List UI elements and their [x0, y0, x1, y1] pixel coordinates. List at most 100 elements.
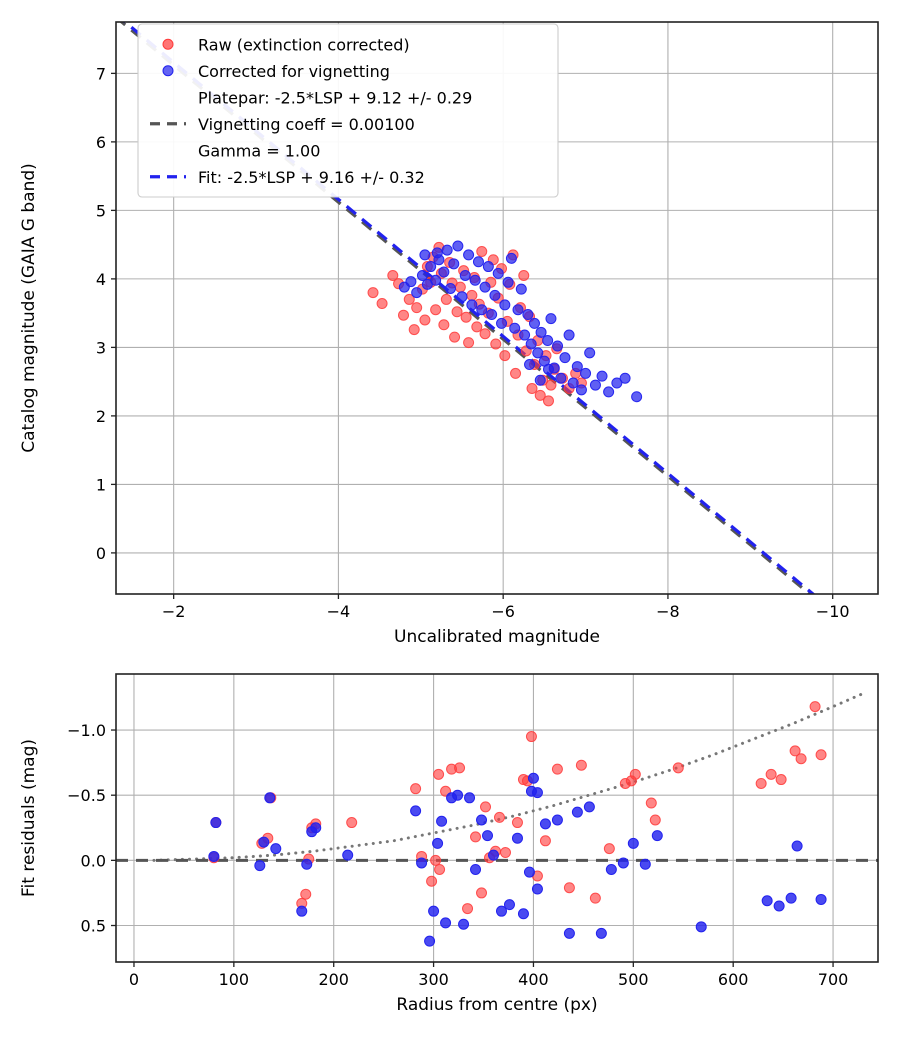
- data-point: [486, 309, 498, 321]
- legend-label: Vignetting coeff = 0.00100: [198, 115, 415, 134]
- data-point: [595, 927, 607, 939]
- data-point: [809, 701, 821, 713]
- data-point: [583, 801, 595, 813]
- data-point: [539, 835, 551, 847]
- data-point: [511, 832, 523, 844]
- data-point: [563, 329, 575, 341]
- data-point: [438, 266, 450, 278]
- data-point: [470, 863, 482, 875]
- data-point: [505, 252, 517, 264]
- data-point: [629, 768, 641, 780]
- data-point: [471, 321, 483, 333]
- data-point: [589, 892, 601, 904]
- data-point: [545, 379, 557, 391]
- y-tick-label: 0.5: [81, 917, 106, 936]
- axes-frame: [115, 673, 879, 963]
- data-point: [411, 302, 423, 314]
- data-point: [584, 347, 596, 359]
- data-point: [524, 359, 536, 371]
- data-point: [526, 382, 538, 394]
- legend-label: Fit: -2.5*LSP + 9.16 +/- 0.32: [198, 168, 425, 187]
- series-Corrected for vignetting: [398, 240, 643, 403]
- data-point: [575, 384, 587, 396]
- data-point: [517, 908, 529, 920]
- data-point: [672, 762, 684, 774]
- data-point: [527, 772, 539, 784]
- data-point: [428, 905, 440, 917]
- data-point: [444, 282, 456, 294]
- y-tick-label: 7: [96, 64, 106, 83]
- data-point: [430, 274, 442, 286]
- data-point: [503, 899, 515, 911]
- data-point: [631, 391, 643, 403]
- data-point: [451, 306, 463, 318]
- data-point: [258, 836, 270, 848]
- data-point: [433, 768, 445, 780]
- data-point: [571, 361, 583, 373]
- data-point: [482, 261, 494, 273]
- data-point: [405, 276, 417, 288]
- data-point: [208, 850, 220, 862]
- x-tick-label: 100: [219, 970, 250, 989]
- y-tick-label: 3: [96, 338, 106, 357]
- data-point: [456, 291, 468, 303]
- x-tick-label: −8: [656, 602, 680, 621]
- data-point: [755, 777, 767, 789]
- legend: Raw (extinction corrected) Corrected for …: [137, 23, 559, 198]
- data-point: [627, 837, 639, 849]
- data-point: [458, 918, 470, 930]
- series-Raw (extinction corrected): [367, 241, 587, 407]
- data-point: [499, 847, 511, 859]
- data-point: [459, 269, 471, 281]
- legend-marker: [162, 38, 174, 50]
- data-point: [542, 395, 554, 407]
- data-point: [387, 269, 399, 281]
- data-point: [403, 293, 415, 305]
- data-point: [815, 749, 827, 761]
- y-tick-label: 2: [96, 407, 106, 426]
- data-point: [463, 337, 475, 349]
- data-point: [785, 892, 797, 904]
- data-layer: [116, 692, 878, 947]
- data-point: [617, 857, 629, 869]
- data-point: [493, 811, 505, 823]
- data-point: [430, 304, 442, 316]
- x-tick-label: 0: [129, 970, 139, 989]
- data-point: [522, 309, 534, 321]
- data-point: [463, 249, 475, 261]
- legend-label: Raw (extinction corrected): [198, 35, 410, 54]
- legend-label: Platepar: -2.5*LSP + 9.12 +/- 0.29: [198, 88, 472, 107]
- data-point: [440, 293, 452, 305]
- data-point: [611, 377, 623, 389]
- data-point: [815, 893, 827, 905]
- data-point: [525, 785, 537, 797]
- x-tick-label: 700: [818, 970, 849, 989]
- y-tick-label: 5: [96, 201, 106, 220]
- data-point: [525, 338, 537, 350]
- x-tick-label: −6: [491, 602, 515, 621]
- y-tick-label: 0: [96, 544, 106, 563]
- data-point: [542, 335, 554, 347]
- y-tick-label: 4: [96, 270, 106, 289]
- x-tick-label: −10: [816, 602, 850, 621]
- series-Corrected for vignetting: [208, 772, 827, 947]
- data-point: [310, 822, 322, 834]
- x-axis-label: Radius from centre (px): [396, 995, 597, 1015]
- data-point: [448, 258, 460, 270]
- x-tick-label: 300: [418, 970, 449, 989]
- data-point: [532, 347, 544, 359]
- legend-box: [137, 23, 559, 198]
- data-point: [511, 817, 523, 829]
- legend-marker: [162, 65, 174, 77]
- data-point: [419, 314, 431, 326]
- data-point: [476, 814, 488, 826]
- data-point: [534, 389, 546, 401]
- data-point: [270, 843, 282, 855]
- data-point: [761, 895, 773, 907]
- y-tick-label: 0.0: [81, 851, 106, 870]
- data-point: [551, 814, 563, 826]
- data-point: [424, 935, 436, 947]
- data-point: [454, 281, 466, 293]
- data-point: [426, 875, 438, 887]
